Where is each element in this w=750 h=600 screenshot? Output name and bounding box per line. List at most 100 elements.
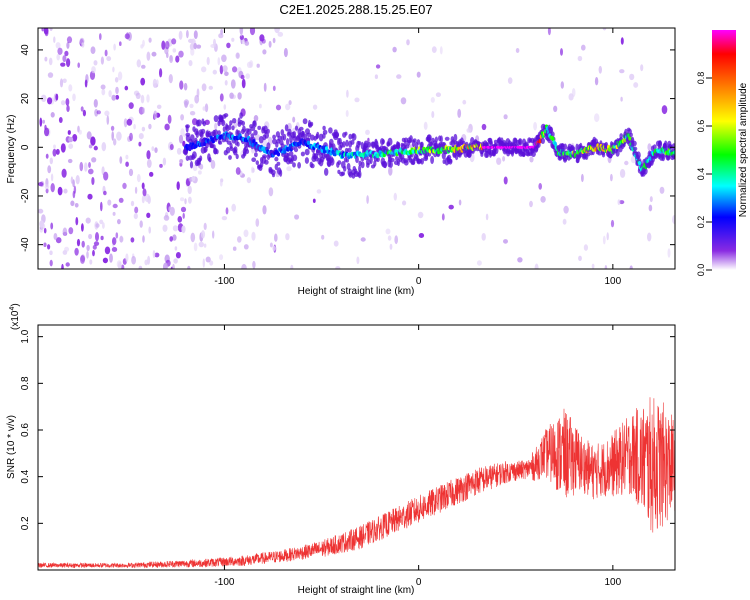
snr-multiplier-exp: 4 [9,307,16,311]
noise-speckle [529,156,534,163]
noise-speckle [99,219,104,225]
noise-speckle [39,220,45,228]
noise-speckle [91,66,96,74]
noise-speckle [534,263,539,269]
ridge-halo [619,133,623,139]
x-tick-label: 100 [605,577,622,588]
ridge-halo [428,141,434,146]
ridge-halo [200,128,206,134]
noise-speckle [73,185,77,194]
noise-speckle [66,105,70,112]
noise-speckle [219,254,224,261]
noise-speckle [134,186,138,194]
noise-speckle [241,39,245,45]
ridge-halo [309,134,315,141]
noise-speckle [186,29,189,39]
noise-speckle [38,182,44,187]
ridge-halo [276,161,281,166]
noise-speckle [201,66,207,73]
noise-speckle [231,203,236,212]
noise-speckle [100,235,104,241]
noise-speckle [496,157,502,165]
noise-speckle [232,66,238,73]
noise-speckle [180,114,185,121]
noise-speckle [254,134,261,141]
noise-speckle [388,166,393,176]
ridge-halo [351,133,357,141]
ridge-halo [228,155,232,160]
ridge-halo [196,119,202,127]
noise-speckle [180,128,185,137]
ridge-halo [300,132,305,139]
noise-speckle [128,168,134,177]
noise-speckle [40,94,47,103]
noise-speckle [90,136,96,146]
noise-speckle [117,71,123,81]
noise-speckle [235,52,240,59]
noise-speckle [190,232,196,243]
noise-speckle [591,263,595,269]
ridge-halo [251,157,257,162]
noise-speckle [274,233,278,242]
ridge-halo [304,148,310,156]
ridge-halo [444,136,450,141]
noise-speckle [168,74,173,84]
ridge-halo [282,133,287,141]
noise-speckle [122,182,127,189]
noise-speckle [515,48,520,53]
noise-speckle [154,147,158,154]
noise-speckle [481,233,486,241]
noise-speckle [272,245,276,251]
noise-speckle [65,98,70,106]
noise-speckle [47,165,52,174]
ridge-halo [329,157,335,166]
noise-speckle [209,260,214,266]
noise-speckle [49,250,53,256]
noise-speckle [263,82,267,92]
ridge-halo [540,137,546,144]
noise-speckle [86,251,89,259]
noise-speckle [602,28,607,31]
ridge-halo [389,157,395,163]
noise-speckle [62,55,67,63]
spectrogram-ticks: -100 0 100 -40 -20 0 20 40 [20,28,675,287]
noise-speckle [55,237,62,244]
colorbar-gradient [712,30,736,270]
ridge-halo [293,147,299,153]
noise-speckle [392,46,397,53]
noise-speckle [81,42,85,48]
figure-title: C2E1.2025.288.15.25.E07 [279,2,432,17]
noise-speckle [66,41,70,49]
noise-speckle [503,176,508,185]
noise-speckle [237,92,242,100]
noise-speckle [193,242,198,252]
ridge-halo [531,151,536,158]
noise-speckle [604,265,608,269]
noise-speckle [193,30,198,39]
noise-speckle [316,189,322,194]
noise-speckle [88,233,93,240]
noise-speckle [172,263,175,269]
noise-speckle [503,239,508,244]
noise-speckle [130,237,135,243]
ridge-halo [266,142,271,150]
noise-speckle [112,237,117,246]
noise-speckle [249,28,256,36]
noise-speckle [578,255,582,261]
ridge-halo [185,155,190,161]
ridge-halo [257,125,262,130]
noise-speckle [88,144,93,149]
ridge-halo [207,132,211,138]
noise-speckle [198,241,204,248]
noise-speckle [244,40,250,46]
ridge-halo [252,120,257,128]
ridge-halo [374,138,378,146]
noise-speckle [106,115,110,125]
noise-speckle [219,65,224,75]
noise-speckle [72,93,76,102]
noise-speckle [80,106,84,112]
noise-speckle [65,262,70,267]
noise-speckle [563,205,569,214]
noise-speckle [96,110,102,115]
